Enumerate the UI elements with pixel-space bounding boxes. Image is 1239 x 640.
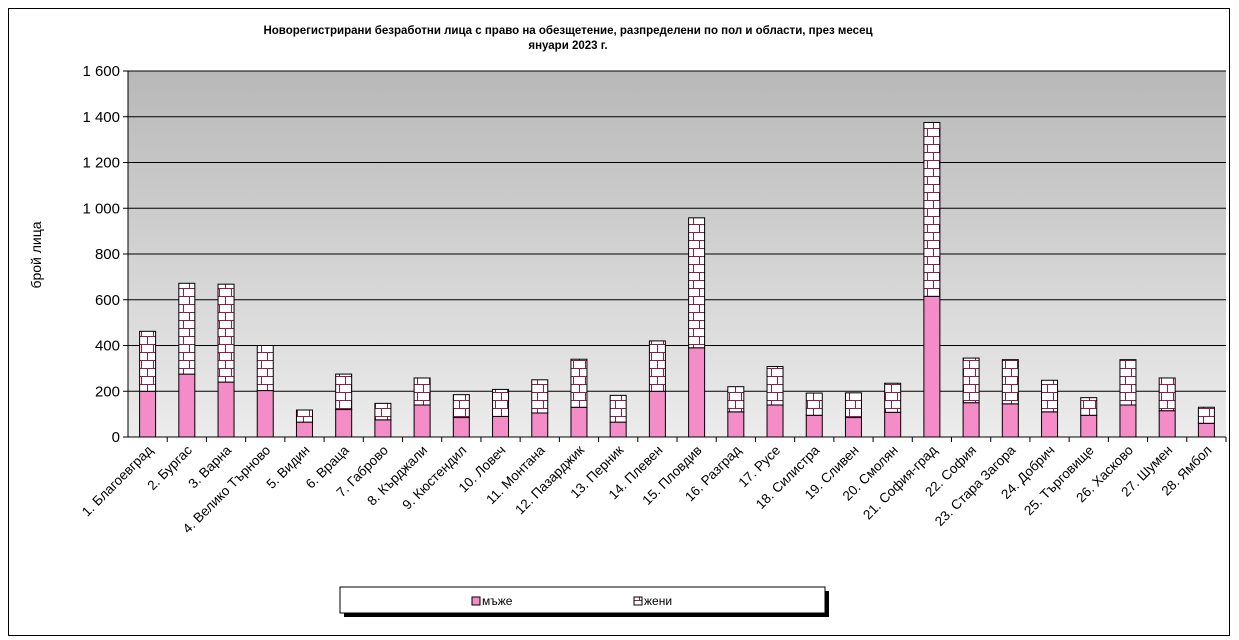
y-tick-label: 0 <box>112 429 120 446</box>
bar-segment-women <box>962 357 980 404</box>
x-category-label: 12. Пазарджик <box>512 442 587 517</box>
bar-segment-women <box>844 392 862 419</box>
bar-segment-women <box>570 358 588 408</box>
bar-segment-women <box>688 217 706 349</box>
y-tick-label: 800 <box>95 246 120 263</box>
y-tick-label: 400 <box>95 338 120 355</box>
bars <box>139 121 1215 438</box>
bar-segment-women <box>766 366 784 406</box>
y-tick-label: 200 <box>95 383 120 400</box>
bar-segment-women <box>413 377 431 406</box>
bar-segment-women <box>1197 406 1215 424</box>
bar-segment-men <box>805 414 823 438</box>
y-tick-label: 1 000 <box>82 200 120 217</box>
bar-segment-men <box>570 406 588 438</box>
bar-segment-women <box>452 394 470 419</box>
bar-segment-men <box>374 419 392 438</box>
y-tick-label: 1 600 <box>82 63 120 80</box>
bar-segment-men <box>648 390 666 438</box>
bar-segment-women <box>1158 377 1176 412</box>
y-tick-label: 1 400 <box>82 109 120 126</box>
bar-segment-men <box>1119 404 1137 438</box>
bar-segment-women <box>256 345 274 392</box>
legend-swatch-men <box>471 596 481 606</box>
bar-segment-men <box>766 404 784 438</box>
bar-segment-men <box>844 417 862 438</box>
legend-label-men: мъже <box>482 594 513 608</box>
chart-title-line: януари 2023 г. <box>528 40 607 52</box>
bar-segment-women <box>295 409 313 423</box>
bar-segment-men <box>492 415 510 438</box>
legend-label-women: жени <box>644 594 672 608</box>
bar-segment-men <box>688 347 706 438</box>
bar-segment-men <box>139 390 157 438</box>
bar-segment-women <box>923 121 941 297</box>
bar-segment-men <box>413 404 431 438</box>
bar-segment-men <box>256 390 274 438</box>
bar-segment-men <box>727 411 745 438</box>
bar-segment-women <box>492 388 510 417</box>
bar-segment-men <box>452 417 470 438</box>
bar-segment-women <box>1119 359 1137 406</box>
legend-box <box>339 586 826 614</box>
bar-segment-men <box>962 402 980 438</box>
bar-segment-men <box>1158 410 1176 438</box>
bar-segment-men <box>531 412 549 438</box>
bar-segment-men <box>295 421 313 438</box>
bar-segment-women <box>1041 379 1059 413</box>
bar-segment-women <box>884 382 902 413</box>
bar-segment-women <box>805 392 823 416</box>
gridlines <box>128 70 1226 392</box>
bar-segment-women <box>374 402 392 421</box>
y-axis-ticks: 0 200 400 600 800 1 000 1 200 1 400 1 600 <box>82 63 128 446</box>
bar-segment-men <box>1080 414 1098 438</box>
bar-segment-women <box>178 282 196 375</box>
chart-title-line: Новорегистрирани безработни лица с право… <box>263 25 872 37</box>
bar-segment-men <box>217 381 235 438</box>
bar-segment-men <box>1197 422 1215 438</box>
bar-segment-women <box>139 330 157 392</box>
bar-segment-women <box>648 340 666 392</box>
bar-segment-men <box>884 411 902 438</box>
bar-segment-men <box>1001 403 1019 438</box>
legend: мъже жени <box>339 586 829 617</box>
bar-segment-women <box>531 379 549 414</box>
bar-segment-women <box>1001 359 1019 405</box>
x-category-label: 1. Благоевград <box>79 442 156 519</box>
bar-segment-women <box>727 386 745 413</box>
bar-segment-women <box>217 283 235 383</box>
x-category-label: 25. Търговище <box>1021 443 1097 519</box>
y-axis-label: брой лица <box>28 221 44 288</box>
bar-segment-women <box>609 394 627 423</box>
chart-title: Новорегистрирани безработни лица с право… <box>263 25 872 52</box>
y-tick-label: 600 <box>95 292 120 309</box>
bar-segment-men <box>609 421 627 438</box>
bar-segment-women <box>335 373 353 411</box>
bar-segment-men <box>335 409 353 438</box>
bar-segment-men <box>178 373 196 438</box>
y-tick-label: 1 200 <box>82 155 120 172</box>
bar-segment-women <box>1080 397 1098 416</box>
bar-segment-men <box>923 295 941 438</box>
bar-segment-men <box>1041 411 1059 438</box>
legend-swatch-women <box>633 596 643 606</box>
